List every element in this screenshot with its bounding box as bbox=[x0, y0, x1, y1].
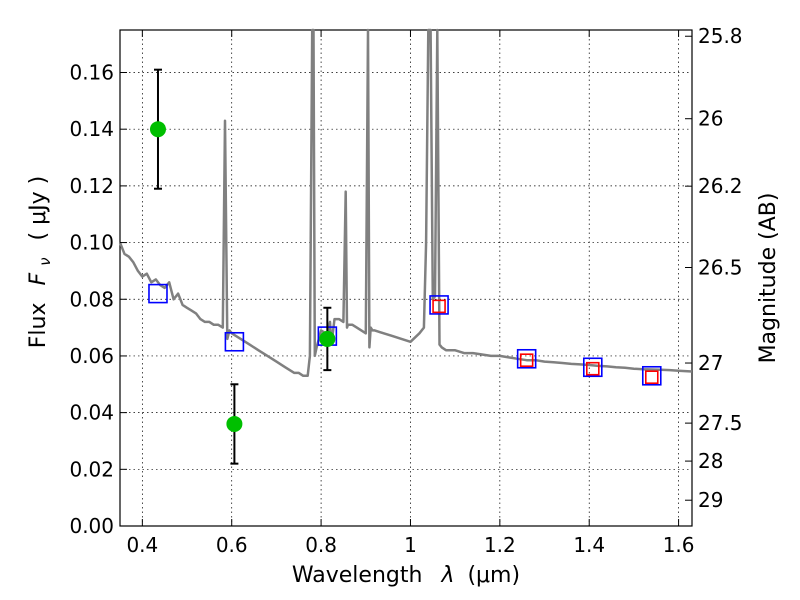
model-photometry-red-square bbox=[519, 353, 534, 367]
svg-text:Wavelength λ (μm): Wavelength λ (μm) bbox=[292, 563, 520, 588]
y-tick-label: 0.08 bbox=[69, 287, 114, 311]
y2-tick-label: 28 bbox=[698, 449, 723, 473]
observed-flux-point bbox=[319, 330, 336, 347]
x-axis-label-symbol: λ bbox=[440, 563, 454, 588]
y2-tick-label: 26.2 bbox=[698, 174, 743, 198]
x-axis-label-unit: (μm) bbox=[467, 563, 520, 588]
model-photometry-square bbox=[429, 295, 449, 315]
y-tick-label: 0.12 bbox=[69, 174, 114, 198]
x-tick-label: 1.6 bbox=[663, 533, 695, 557]
model-photometry-red-square bbox=[644, 370, 659, 385]
y-tick-label: 0.00 bbox=[69, 514, 114, 538]
plot-frame bbox=[119, 29, 693, 527]
y-axis-label: Flux F ν ( μJy ) bbox=[26, 176, 56, 348]
y-tick-label: 0.04 bbox=[69, 401, 114, 425]
x-axis-label: Wavelength λ (μm) bbox=[292, 563, 520, 588]
y-tick-label: 0.02 bbox=[69, 457, 114, 481]
model-photometry-red-square bbox=[585, 361, 600, 376]
observed-flux-point bbox=[226, 415, 243, 432]
x-tick-label: 0.6 bbox=[216, 533, 248, 557]
svg-text:Flux F ν ( μ: Flux F ν ( μJy ) bbox=[26, 176, 56, 348]
y2-tick-label: 27 bbox=[698, 351, 723, 375]
axis-ticks: 0.4 0.6 0.8 1 1.2 1.4 1.6 0.00 0.02 0.04 0.06 0.08 0… bbox=[69, 24, 742, 557]
y-axis-label-symbol: F bbox=[26, 272, 51, 285]
x-tick-label: 0.8 bbox=[305, 533, 337, 557]
y-tick-label: 0.14 bbox=[69, 117, 114, 141]
grid-lines bbox=[120, 30, 692, 527]
x-tick-label: 0.4 bbox=[126, 533, 158, 557]
y-axis-label-main: Flux bbox=[26, 302, 51, 348]
y-axis-label-subscript: ν bbox=[36, 257, 54, 265]
model-photometry-square bbox=[148, 283, 168, 304]
model-photometry-square bbox=[641, 365, 662, 386]
y-axis-label-unit: ( μJy ) bbox=[26, 176, 51, 241]
y-tick-label: 0.06 bbox=[69, 344, 114, 368]
x-axis-label-main: Wavelength bbox=[292, 563, 423, 588]
y2-tick-label: 26 bbox=[698, 107, 723, 131]
y-tick-label: 0.16 bbox=[69, 61, 114, 85]
model-photometry-square bbox=[582, 357, 603, 378]
model-photometry-square bbox=[224, 331, 245, 352]
y-tick-label: 0.10 bbox=[69, 231, 114, 255]
y2-tick-label: 29 bbox=[698, 488, 723, 512]
y2-tick-label: 27.5 bbox=[698, 411, 743, 435]
model-photometry-square bbox=[516, 348, 537, 369]
y2-tick-label: 26.5 bbox=[698, 256, 743, 280]
x-tick-label: 1.4 bbox=[573, 533, 605, 557]
y2-tick-label: 25.8 bbox=[698, 24, 743, 48]
data-series bbox=[118, 28, 693, 465]
y2-axis-label: Magnitude (AB) bbox=[756, 193, 781, 364]
spectrum-line bbox=[118, 28, 693, 378]
x-tick-label: 1 bbox=[404, 533, 417, 557]
x-tick-label: 1.2 bbox=[484, 533, 516, 557]
model-photometry-red-square bbox=[432, 299, 446, 314]
observed-flux-point bbox=[149, 121, 166, 138]
